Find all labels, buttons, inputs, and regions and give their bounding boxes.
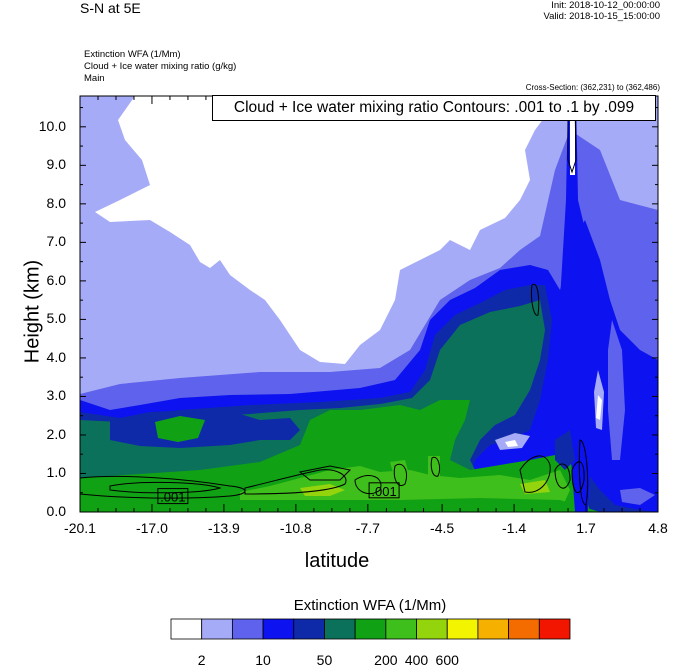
colorbar-swatch [508, 618, 540, 640]
field-label-shaded: Extinction WFA (1/Mm) [84, 49, 181, 60]
shade-level-8 [520, 480, 550, 494]
colorbar-swatch [201, 618, 233, 640]
contour-label: .001 [371, 484, 396, 499]
colorbar-title: Extinction WFA (1/Mm) [293, 597, 447, 614]
y-tick-label: 5.0 [46, 310, 66, 327]
contour-label-box [368, 482, 400, 499]
run-label: Main [84, 73, 105, 84]
y-tick-label: 2.0 [46, 425, 66, 442]
x-tick-label: -20.1 [64, 520, 96, 536]
contour-label-box [157, 488, 189, 505]
contour-line [554, 463, 571, 489]
contour-line [531, 283, 540, 316]
y-tick-label: 3.0 [46, 387, 66, 404]
contour-labels: .001 .001 [157, 482, 400, 505]
colorbar-label: 50 [316, 652, 333, 668]
colorbar-swatch [262, 618, 295, 640]
shade-right-streak [596, 395, 602, 420]
x-tick-label: -10.8 [279, 520, 312, 536]
time-info: Init: 2018-10-12_00:00:00 Valid: 2018-10… [543, 0, 660, 22]
contour-line [519, 455, 551, 493]
colorbar-swatch [416, 618, 448, 640]
colorbar-swatch [446, 618, 479, 640]
colorbar-swatch [324, 618, 356, 640]
shade-right-column [560, 96, 600, 512]
x-axis-label: latitude [304, 550, 370, 572]
colorbar-swatch [231, 618, 264, 640]
y-tick-label: 8.0 [46, 194, 66, 211]
shade-right-pocket [505, 440, 518, 447]
colorbar [170, 618, 571, 640]
contour-line [571, 461, 585, 493]
contour-line [354, 475, 382, 495]
x-tick-label: -13.9 [207, 520, 240, 536]
plot-title: S-N at 5E [80, 0, 141, 16]
contour-line [298, 465, 352, 481]
shade-right-pocket [555, 430, 575, 470]
shade-level-5 [80, 300, 590, 512]
colorbar-label: 400 [404, 652, 429, 668]
contour-label: .001 [160, 490, 185, 505]
y-tick-label: 1.0 [46, 464, 66, 481]
colorbar-swatch [477, 618, 510, 640]
colorbar-label: 2 [197, 652, 206, 668]
y-tick-label: 0.0 [46, 503, 66, 519]
contour-line [393, 463, 408, 486]
y-tick-label: 10.0 [38, 117, 66, 134]
y-tick-label: 9.0 [46, 156, 66, 173]
plot-area: .001 .001 [80, 96, 658, 512]
colorbar-label: 10 [255, 652, 271, 668]
y-tick-label: 4.0 [46, 348, 66, 365]
colorbar-swatch [538, 618, 571, 640]
x-tick-label: -17.0 [135, 520, 168, 536]
shade-level-7 [390, 460, 410, 480]
contour-line [109, 481, 222, 494]
contour-info-box: Cloud + Ice water mixing ratio Contours:… [212, 95, 656, 121]
x-tick-label: -4.5 [430, 520, 455, 536]
shade-fringe [80, 498, 600, 512]
shade-right-streak [608, 320, 625, 460]
colorbar-label: 600 [435, 652, 459, 668]
colorbar-swatch [354, 618, 387, 640]
y-tick-label: 7.0 [46, 233, 66, 250]
x-tick-label: -7.7 [355, 520, 380, 536]
init-time: Init: 2018-10-12_00:00:00 [551, 0, 660, 11]
shade-level-0 [95, 96, 560, 364]
valid-time: Valid: 2018-10-15_15:00:00 [543, 11, 660, 22]
shade-level-6 [155, 416, 205, 442]
colorbar-label: 200 [374, 652, 398, 668]
colorbar-swatch [385, 618, 417, 640]
colorbar-swatch [293, 618, 325, 640]
field-label-contour: Cloud + Ice water mixing ratio (g/kg) [84, 61, 237, 72]
colorbar-swatch [170, 618, 203, 640]
shade-level-4-pocket [110, 410, 300, 448]
x-tick-label: -1.4 [502, 520, 527, 536]
shade-right-pocket [620, 488, 655, 505]
contour-line [430, 456, 441, 477]
cross-section-label: Cross-Section: (362,231) to (362,486) [525, 83, 660, 92]
y-tick-label: 6.0 [46, 271, 66, 288]
x-tick-label: 4.8 [648, 520, 668, 536]
x-tick-label: 1.7 [576, 520, 596, 536]
